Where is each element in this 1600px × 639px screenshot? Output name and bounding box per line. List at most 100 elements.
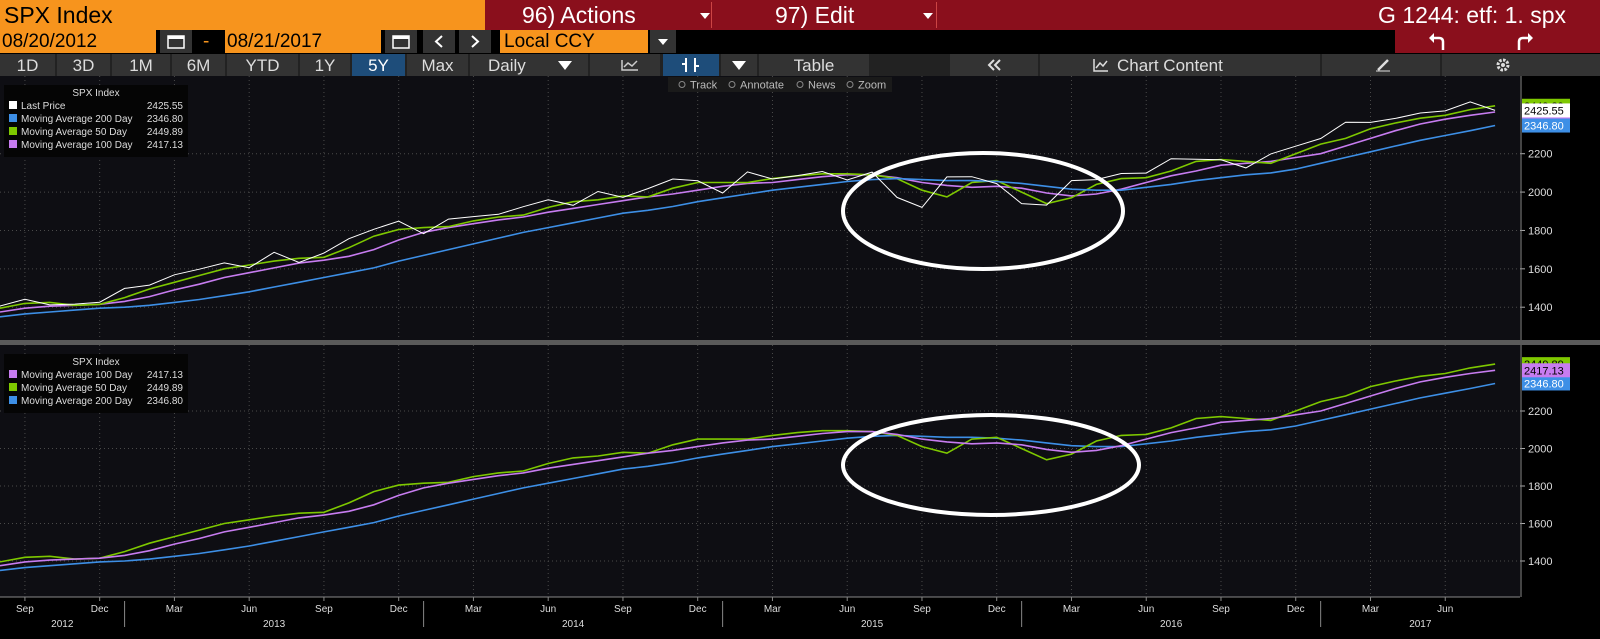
series-line [0, 382, 1496, 572]
collapse-button[interactable] [950, 54, 1038, 76]
period-button[interactable]: YTD [227, 54, 298, 76]
title-bar: SPX Index 96) Actions 97) Edit G 1244: e… [0, 0, 1600, 30]
legend-swatch [9, 127, 17, 135]
chart-tools: Track Annotate News Zoom [668, 77, 892, 92]
x-tick-label: Dec [1287, 604, 1305, 615]
x-tick-label: Mar [764, 604, 782, 615]
last-value-label: 2346.80 [1524, 378, 1564, 390]
frequency-label: Daily [488, 56, 526, 75]
period-button[interactable]: 3D [57, 54, 110, 76]
chart-type-dropdown[interactable] [721, 54, 757, 76]
edit-chart-button[interactable] [1322, 54, 1440, 76]
chart-icon [623, 60, 638, 68]
x-tick-label: Sep [1212, 604, 1230, 615]
legend-label: Moving Average 50 Day [21, 127, 127, 138]
period-button[interactable]: 6M [172, 54, 225, 76]
period-button[interactable]: 1Y [300, 54, 350, 76]
tool-icon [728, 81, 736, 88]
year-label: 2015 [861, 619, 884, 630]
next-button[interactable] [459, 30, 491, 53]
legend-label: Last Price [21, 101, 66, 112]
period-bar: Daily Table Chart Content 1D 3D [0, 54, 1600, 76]
gear-icon [1496, 58, 1510, 72]
button-bg [385, 30, 417, 53]
end-date-input[interactable]: 08/21/2017 [225, 30, 381, 53]
panel-divider [0, 340, 1600, 345]
period-button[interactable]: 1D [0, 54, 55, 76]
tool-icon [846, 81, 854, 88]
legend-value: 2417.13 [147, 370, 184, 381]
x-tick-label: Jun [241, 604, 257, 615]
x-tick-label: Sep [614, 604, 632, 615]
legend-title: SPX Index [72, 357, 119, 368]
chart-icon [621, 60, 638, 71]
x-axis-strip [0, 597, 1600, 639]
year-label: 2014 [562, 619, 585, 630]
y-tick-label: 1400 [1528, 556, 1552, 568]
bar-chart-button[interactable] [663, 54, 719, 76]
tool-label[interactable]: Track [690, 80, 718, 92]
last-value-label: 2425.55 [1524, 105, 1564, 117]
legend-label: Moving Average 100 Day [21, 370, 133, 381]
currency-select[interactable]: Local CCY [500, 30, 648, 53]
history-bar [1395, 30, 1600, 53]
chart-icon [1093, 59, 1108, 72]
tools-bg [668, 77, 892, 92]
tool-label[interactable]: News [808, 80, 836, 92]
tool-label[interactable]: Zoom [858, 80, 886, 92]
actions-label: 96) Actions [522, 2, 636, 28]
dropdown-arrow [923, 13, 933, 19]
chart-content-button[interactable]: Chart Content [1040, 54, 1320, 76]
undo-button[interactable] [1423, 30, 1453, 53]
y-tick-label: 2200 [1528, 406, 1552, 418]
y-tick-label: 1400 [1528, 302, 1552, 314]
x-tick-label: Jun [839, 604, 855, 615]
x-tick-label: Mar [1063, 604, 1081, 615]
chevron-left [434, 35, 443, 48]
previous-button[interactable] [423, 30, 455, 53]
divider [936, 2, 937, 28]
series-line [0, 111, 1496, 313]
chart-content-icon [1093, 59, 1108, 72]
x-tick-label: Jun [1437, 604, 1453, 615]
table-button[interactable]: Table [759, 54, 869, 76]
chart-area: 1400 1600 1800 2000 2200 2417.13 2449.89 2346.8… [0, 76, 1600, 639]
grid-layer [0, 76, 1520, 597]
date-bar: 08/20/2012 - 08/21/2017 Local CCY [0, 30, 1600, 53]
calendar-button[interactable] [385, 30, 417, 53]
chart-content-label: Chart Content [1117, 56, 1223, 75]
frequency-select[interactable]: Daily [470, 54, 588, 76]
calendar-button[interactable] [160, 30, 192, 53]
legend-label: Moving Average 200 Day [21, 396, 133, 407]
legend-swatch [9, 114, 17, 122]
x-tick-label: Mar [166, 604, 184, 615]
legend-swatch [9, 370, 17, 378]
y-tick-label: 2200 [1528, 149, 1552, 161]
last-value-box [1522, 363, 1570, 378]
settings-button[interactable] [1442, 54, 1600, 76]
legend-swatch [9, 140, 17, 148]
currency-dropdown[interactable] [650, 30, 676, 53]
edit-label: 97) Edit [775, 2, 855, 28]
button-bg [160, 30, 192, 53]
series-line [0, 105, 1496, 309]
x-tick-label: Sep [16, 604, 34, 615]
tool-label[interactable]: Annotate [740, 80, 784, 92]
y-tick-label: 1800 [1528, 225, 1552, 237]
last-value-box [1522, 376, 1570, 391]
series-line [0, 369, 1496, 567]
period-button[interactable]: Max [407, 54, 468, 76]
start-date-input[interactable]: 08/20/2012 [0, 30, 156, 53]
upper-panel [0, 76, 1520, 340]
period-button[interactable]: 1M [112, 54, 170, 76]
year-label: 2016 [1160, 619, 1183, 630]
edit-menu[interactable]: 97) Edit [713, 0, 935, 30]
tool-icon [678, 81, 686, 88]
actions-menu[interactable]: 96) Actions [488, 0, 710, 30]
redo-button[interactable] [1509, 30, 1539, 53]
line-chart-button[interactable] [590, 54, 660, 76]
calendar-icon [393, 36, 409, 39]
period-button[interactable]: 5Y [352, 54, 405, 76]
legend-swatch [9, 396, 17, 404]
legend-value: 2425.55 [147, 101, 184, 112]
